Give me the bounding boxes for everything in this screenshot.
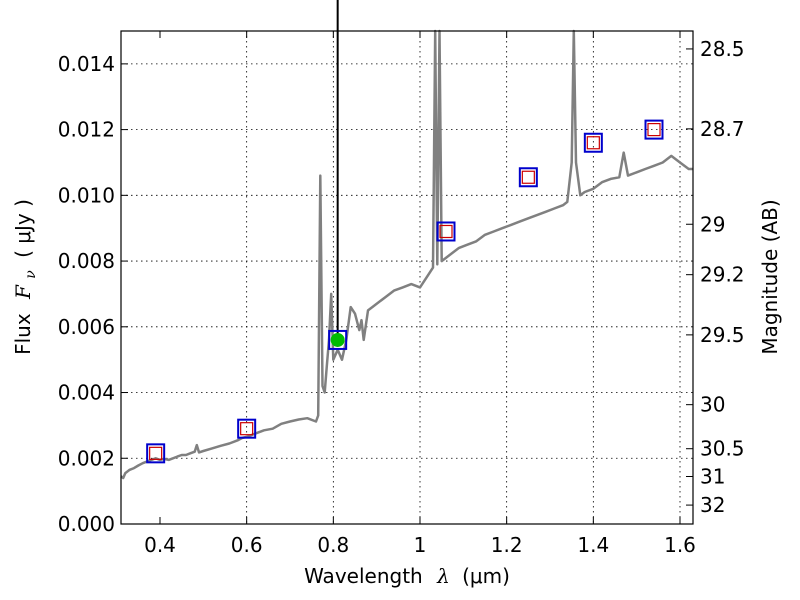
- right-tick-label: 30: [700, 393, 725, 417]
- y-tick-label: 0.010: [58, 183, 115, 207]
- observed-point: [644, 119, 664, 140]
- marker-layer: [146, 119, 664, 464]
- y-tick-label: 0.002: [58, 446, 115, 470]
- x-axis-title: Wavelength λ (μm): [304, 564, 510, 588]
- right-tick-label: 31: [700, 464, 725, 488]
- model-point: [521, 170, 535, 184]
- tick-layer: 0.4 0.6 0.8 1 1.2 1.4 1.6 0.000 0.002 0.004 0.006 0…: [58, 31, 745, 557]
- observed-point: [237, 418, 257, 439]
- observed-point: [436, 221, 456, 242]
- y-tick-label: 0.004: [58, 381, 115, 405]
- observed-point: [583, 132, 603, 153]
- grid-layer: [121, 31, 693, 524]
- plot-frame: [120, 30, 694, 525]
- observed-point: [328, 329, 348, 350]
- observed-point: [146, 443, 166, 464]
- x-tick-label: 1.4: [577, 533, 609, 557]
- model-point: [647, 122, 661, 137]
- model-point: [149, 446, 163, 460]
- y-axis-title-unit: ( μJy ): [11, 199, 35, 258]
- y-tick-label: 0.006: [58, 315, 115, 339]
- x-tick-label: 0.6: [231, 533, 263, 557]
- sed-spectrum-line: [120, 29, 693, 480]
- right-axis-title: Magnitude (AB): [758, 199, 782, 354]
- model-point: [586, 136, 600, 150]
- y-axis-title: Flux F ν ( μJy ): [11, 199, 40, 355]
- x-tick-label: 1.6: [664, 533, 696, 557]
- right-tick-label: 29.5: [700, 323, 745, 347]
- y-axis-title-subscript: ν: [23, 270, 39, 279]
- x-axis-title-prefix: Wavelength: [304, 564, 423, 588]
- x-tick-label: 0.8: [317, 533, 349, 557]
- y-tick-label: 0.014: [58, 52, 115, 76]
- y-tick-label: 0.012: [58, 118, 115, 142]
- x-tick-label: 0.4: [144, 533, 176, 557]
- right-tick-label: 28.5: [700, 37, 745, 61]
- x-tick-label: 1: [414, 533, 427, 557]
- y-tick-label: 0.008: [58, 249, 115, 273]
- detected-point: [330, 332, 345, 347]
- model-point: [240, 422, 254, 436]
- y-axis-title-symbol: F: [11, 284, 35, 300]
- y-axis-title-prefix: Flux: [11, 313, 35, 355]
- right-tick-label: 30.5: [700, 437, 745, 461]
- observed-point: [518, 167, 538, 188]
- spectrum-layer: [120, 29, 693, 480]
- right-tick-label: 32: [700, 493, 725, 517]
- right-tick-label: 29: [700, 212, 725, 236]
- x-tick-label: 1.2: [491, 533, 523, 557]
- y-tick-label: 0.000: [58, 512, 115, 536]
- x-axis-title-symbol: λ: [436, 564, 450, 588]
- right-tick-label: 29.2: [700, 263, 745, 287]
- model-point: [439, 224, 453, 239]
- right-tick-label: 28.7: [700, 117, 745, 141]
- x-axis-title-unit: (μm): [462, 564, 510, 588]
